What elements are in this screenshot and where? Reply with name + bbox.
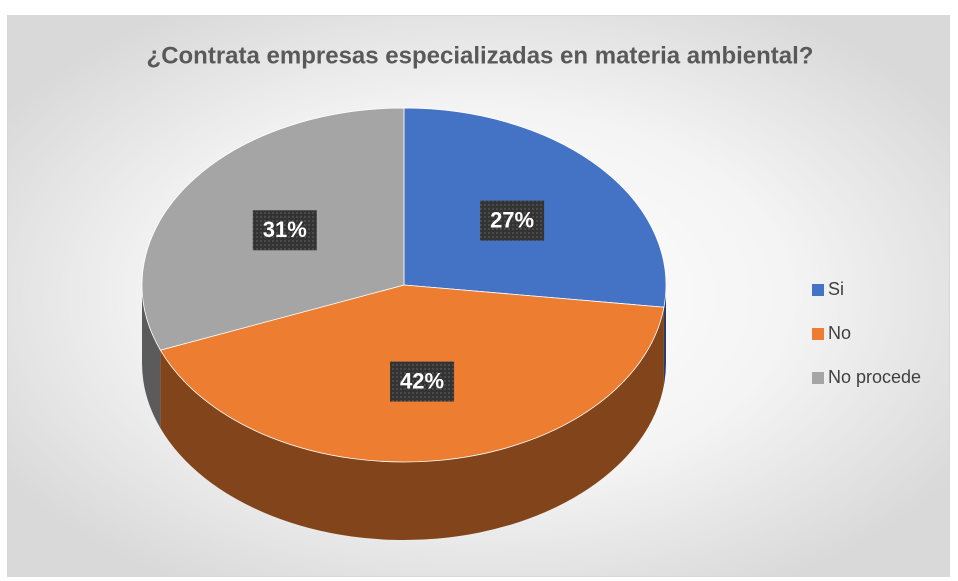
value-label-box — [480, 200, 545, 241]
legend-swatch — [812, 284, 824, 296]
legend-swatch — [812, 372, 824, 384]
value-label-text: 42% — [400, 368, 444, 393]
value-label: 42% — [390, 361, 455, 402]
slice-side — [160, 307, 664, 541]
value-label-text: 31% — [263, 217, 307, 242]
legend-label: No — [828, 323, 851, 343]
value-label: 27% — [480, 200, 545, 241]
slice-side — [142, 285, 161, 429]
slice-side — [663, 285, 666, 386]
legend-label: Si — [828, 279, 844, 299]
value-label-text: 27% — [490, 207, 534, 232]
chart-title: ¿Contrata empresas especializadas en mat… — [147, 42, 814, 69]
value-label: 31% — [252, 210, 317, 251]
value-label-box — [252, 210, 317, 251]
value-label-box — [390, 361, 455, 402]
legend-swatch — [812, 328, 824, 340]
legend-label: No procede — [828, 367, 921, 387]
